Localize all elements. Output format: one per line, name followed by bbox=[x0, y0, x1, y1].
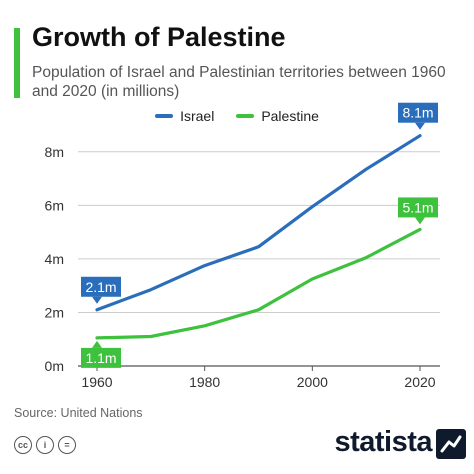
x-tick-label: 2000 bbox=[297, 374, 328, 390]
x-tick-label: 1960 bbox=[81, 374, 112, 390]
y-tick-label: 2m bbox=[45, 304, 64, 320]
creative-commons-icon[interactable]: cc bbox=[14, 436, 32, 454]
legend-swatch-palestine bbox=[236, 114, 255, 118]
data-label-box bbox=[398, 102, 438, 123]
data-label-pointer bbox=[92, 296, 102, 304]
line-chart: 0m 2m 4m 6m 8m 1960 1980 2000 2020 2.1m 8.1m 1.1m 5.… bbox=[45, 102, 440, 390]
data-label-pointer bbox=[415, 122, 425, 130]
license-icons: cc i = bbox=[14, 436, 76, 454]
data-label-box bbox=[398, 197, 438, 218]
chart-title: Growth of Palestine bbox=[32, 22, 286, 52]
series-line-palestine bbox=[95, 227, 422, 340]
legend-label-palestine: Palestine bbox=[261, 108, 319, 124]
data-label-pointer bbox=[92, 340, 102, 348]
source-note: Source: United Nations bbox=[14, 406, 143, 420]
y-tick-label: 0m bbox=[45, 358, 64, 374]
title-accent-bar bbox=[14, 28, 20, 98]
x-tick-label: 2020 bbox=[404, 374, 435, 390]
y-tick-label: 8m bbox=[45, 144, 64, 160]
legend-label-israel: Israel bbox=[180, 108, 215, 124]
data-label-box bbox=[81, 347, 121, 368]
attribution-icon[interactable]: i bbox=[36, 436, 54, 454]
y-tick-label: 4m bbox=[45, 251, 64, 267]
chart-subtitle: Population of Israel and Palestinian ter… bbox=[32, 64, 446, 100]
data-label: 1.1m bbox=[85, 350, 116, 366]
data-label: 8.1m bbox=[402, 105, 433, 121]
data-label: 5.1m bbox=[402, 199, 433, 215]
series-line-israel bbox=[95, 134, 422, 312]
legend-item-palestine: Palestine bbox=[236, 108, 319, 124]
legend: Israel Palestine bbox=[0, 108, 474, 124]
data-label: 2.1m bbox=[85, 279, 116, 295]
y-tick-label: 6m bbox=[45, 197, 64, 213]
data-label-box bbox=[81, 276, 121, 297]
legend-swatch-israel bbox=[155, 114, 174, 118]
data-label-pointer bbox=[415, 217, 425, 225]
x-tick-label: 1980 bbox=[189, 374, 220, 390]
legend-item-israel: Israel bbox=[155, 108, 214, 124]
statista-logo-icon[interactable] bbox=[436, 429, 466, 459]
no-derivatives-icon[interactable]: = bbox=[58, 436, 76, 454]
statista-logo-text[interactable]: statista bbox=[334, 426, 432, 458]
